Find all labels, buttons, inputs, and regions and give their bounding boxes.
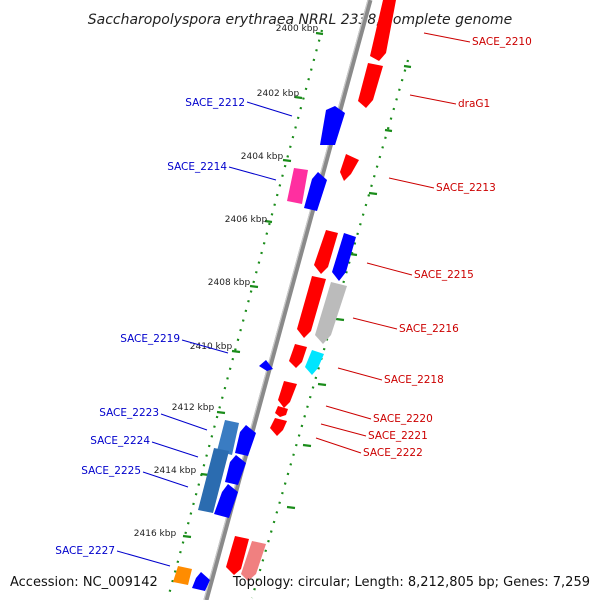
gene-label[interactable]: SACE_2220 xyxy=(373,413,433,425)
gene-label[interactable]: SACE_2219 xyxy=(120,333,180,345)
gene-label[interactable]: SACE_2222 xyxy=(363,447,423,459)
major-tick xyxy=(282,158,292,163)
gene-label[interactable]: SACE_2221 xyxy=(368,430,428,442)
gene-SACE_2215-a[interactable] xyxy=(314,230,338,274)
major-tick xyxy=(302,443,312,448)
gene-SACE_2221[interactable] xyxy=(275,406,288,417)
major-tick xyxy=(182,534,192,539)
gene-SACE_2218-a[interactable] xyxy=(289,344,307,368)
tick-label: 2414 kbp xyxy=(154,466,197,476)
gene-label[interactable]: SACE_2224 xyxy=(90,435,150,447)
gene-SACE_2219[interactable] xyxy=(259,360,273,371)
tick-label: 2408 kbp xyxy=(208,278,251,288)
major-tick xyxy=(335,317,345,322)
major-tick xyxy=(368,191,378,196)
gene-label[interactable]: SACE_2212 xyxy=(185,97,245,109)
forward-gene-labels: SACE_2210 draG1 SACE_2213 SACE_2215 SACE… xyxy=(363,36,532,459)
tick-label: 2410 kbp xyxy=(190,342,233,352)
major-tick xyxy=(249,284,259,289)
gene-SACE_2216-a[interactable] xyxy=(297,276,326,338)
tick-label: 2404 kbp xyxy=(241,152,284,162)
gene-label[interactable]: SACE_2213 xyxy=(436,182,496,194)
reverse-ruler-track xyxy=(166,29,324,599)
gene-label[interactable]: draG1 xyxy=(458,98,490,110)
gene-label[interactable]: SACE_2210 xyxy=(472,36,532,48)
major-tick xyxy=(349,252,358,257)
gene-draG1[interactable] xyxy=(358,63,383,108)
gene-SACE_2227-a[interactable] xyxy=(173,566,192,585)
reverse-label-leaders xyxy=(116,101,293,567)
major-tick xyxy=(294,95,303,100)
gene-SACE_2220[interactable] xyxy=(278,381,297,408)
ruler-tick-labels: 2400 kbp 2402 kbp 2404 kbp 2406 kbp 2408… xyxy=(134,24,319,539)
topology-text: Topology: circular; Length: 8,212,805 bp… xyxy=(232,575,590,590)
gene-SACE_2216[interactable] xyxy=(315,282,347,344)
gene-label[interactable]: SACE_2225 xyxy=(81,465,141,477)
tick-label: 2416 kbp xyxy=(134,529,177,539)
gene-SACE_2224-a[interactable] xyxy=(198,448,229,513)
gene-label[interactable]: SACE_2215 xyxy=(414,269,474,281)
reverse-gene-labels: SACE_2212 SACE_2214 SACE_2219 SACE_2223 … xyxy=(55,97,245,557)
map-title: Saccharopolyspora erythraea NRRL 2338, c… xyxy=(88,12,513,28)
gene-SACE_2218[interactable] xyxy=(305,350,324,375)
major-tick xyxy=(216,410,226,415)
gene-label[interactable]: SACE_2216 xyxy=(399,323,459,335)
accession-text: Accession: NC_009142 xyxy=(10,575,158,590)
gene-SACE_2229[interactable] xyxy=(226,536,249,575)
major-tick xyxy=(384,128,393,133)
tick-label: 2402 kbp xyxy=(257,89,300,99)
gene-SACE_2224[interactable] xyxy=(225,455,246,485)
major-tick xyxy=(403,64,412,69)
major-tick xyxy=(286,505,296,510)
gene-SACE_2223[interactable] xyxy=(235,425,256,456)
reverse-strand-genes xyxy=(173,106,345,591)
gene-SACE_2212[interactable] xyxy=(320,106,345,145)
tick-label: 2412 kbp xyxy=(172,403,215,413)
major-tick xyxy=(317,382,327,387)
gene-SACE_2214-a[interactable] xyxy=(287,168,308,204)
gene-label[interactable]: SACE_2227 xyxy=(55,545,115,557)
gene-SACE_2213[interactable] xyxy=(340,154,359,181)
forward-label-leaders xyxy=(315,32,471,454)
gene-SACE_2223-a[interactable] xyxy=(217,420,239,455)
gene-label[interactable]: SACE_2223 xyxy=(99,407,159,419)
gene-SACE_2210[interactable] xyxy=(370,0,396,61)
gene-SACE_2222[interactable] xyxy=(270,418,287,436)
major-tick xyxy=(264,219,273,224)
tick-label: 2400 kbp xyxy=(276,24,319,34)
gene-SACE_2227[interactable] xyxy=(192,572,210,591)
gene-SACE_2230[interactable] xyxy=(241,541,266,581)
tick-label: 2406 kbp xyxy=(225,215,268,225)
gene-SACE_2215[interactable] xyxy=(332,233,356,281)
major-tick xyxy=(231,349,241,354)
gene-label[interactable]: SACE_2214 xyxy=(167,161,227,173)
forward-strand-genes xyxy=(226,0,396,581)
major-tick xyxy=(315,31,324,36)
gene-SACE_2214[interactable] xyxy=(304,172,327,211)
gene-label[interactable]: SACE_2218 xyxy=(384,374,444,386)
gene-SACE_2225[interactable] xyxy=(214,484,238,518)
